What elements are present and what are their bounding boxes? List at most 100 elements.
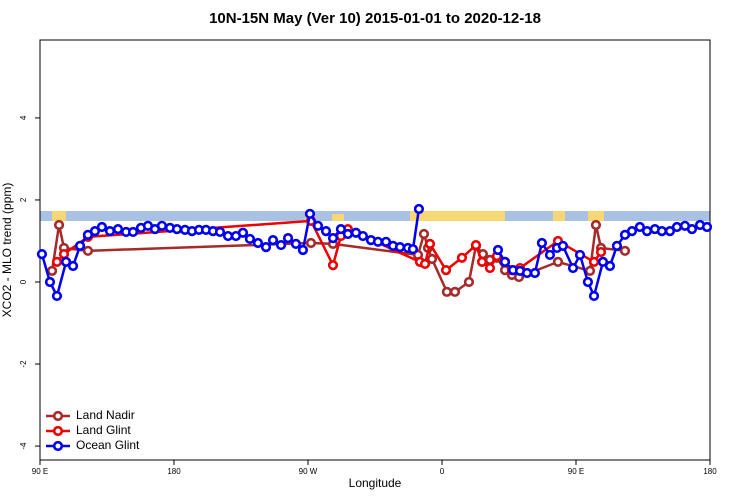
- data-point: [426, 253, 438, 265]
- chart-title: 10N-15N May (Ver 10) 2015-01-01 to 2020-…: [209, 10, 541, 27]
- data-point: [60, 256, 72, 267]
- data-point: [552, 256, 564, 267]
- data-point: [327, 233, 339, 244]
- data-point: [407, 244, 419, 255]
- data-point: [476, 256, 488, 267]
- y-tick-label: 4: [19, 115, 28, 120]
- data-point: [595, 246, 607, 258]
- data-point: [419, 258, 431, 270]
- data-point: [290, 238, 302, 249]
- data-point: [619, 245, 631, 256]
- y-tick-label: -4: [19, 442, 28, 450]
- data-point: [590, 219, 602, 231]
- x-tick-label: 180: [167, 467, 181, 476]
- data-point: [305, 237, 317, 249]
- data-point: [626, 226, 638, 237]
- data-point: [36, 249, 48, 260]
- data-point: [470, 239, 482, 251]
- data-point: [44, 276, 56, 288]
- data-point: [320, 226, 332, 237]
- data-point: [46, 265, 58, 277]
- data-point: [214, 226, 226, 238]
- data-point: [171, 223, 183, 235]
- data-point: [440, 264, 452, 276]
- data-point: [529, 267, 541, 279]
- data-point: [244, 233, 256, 245]
- x-tick-label: 90 E: [568, 467, 584, 476]
- data-point: [96, 221, 108, 233]
- data-point: [127, 226, 139, 238]
- data-point: [418, 228, 430, 240]
- data-point: [335, 223, 347, 235]
- data-point: [521, 267, 533, 279]
- data-point: [58, 249, 70, 260]
- data-point: [424, 238, 436, 249]
- data-point: [686, 223, 698, 235]
- data-point: [304, 208, 316, 220]
- data-point: [604, 260, 616, 272]
- data-point: [641, 226, 653, 237]
- legend-label: Ocean Glint: [76, 438, 140, 452]
- data-point: [484, 262, 496, 274]
- y-tick-label: -2: [19, 360, 28, 368]
- data-point: [499, 256, 511, 267]
- legend-label: Land Nadir: [76, 408, 135, 422]
- legend-marker: [52, 410, 64, 422]
- data-point: [588, 290, 600, 302]
- data-point: [312, 220, 324, 231]
- data-point: [567, 262, 579, 274]
- data-point: [342, 228, 354, 240]
- data-point: [544, 249, 556, 261]
- x-tick-label: 180: [703, 467, 717, 476]
- data-point: [557, 240, 568, 251]
- data-point: [582, 276, 594, 288]
- data-point: [297, 244, 309, 256]
- data-point: [449, 286, 461, 297]
- data-point: [275, 239, 287, 251]
- data-point: [51, 290, 63, 302]
- data-point: [492, 244, 504, 256]
- legend-label: Land Glint: [76, 423, 131, 437]
- data-point: [67, 260, 79, 272]
- data-point: [156, 220, 168, 231]
- data-point: [82, 245, 94, 256]
- surface-strip: [40, 211, 710, 221]
- x-tick-label: 90 E: [32, 467, 48, 476]
- data-point: [413, 203, 425, 215]
- data-point: [536, 237, 548, 249]
- series: [36, 203, 713, 302]
- data-point: [327, 260, 339, 271]
- data-point: [51, 256, 63, 267]
- data-point: [260, 242, 272, 253]
- data-point: [282, 233, 294, 244]
- data-point: [357, 230, 369, 242]
- data-point: [222, 230, 234, 242]
- data-point: [89, 226, 101, 237]
- y-tick-label: 0: [19, 279, 28, 284]
- data-point: [267, 235, 279, 246]
- series-line: [40, 208, 421, 300]
- data-point: [611, 240, 623, 251]
- x-tick-label: 90 W: [299, 467, 318, 476]
- data-point: [701, 221, 713, 233]
- data-point: [372, 236, 384, 247]
- data-point: [597, 256, 609, 267]
- data-point: [584, 265, 596, 277]
- legend-marker: [52, 440, 64, 452]
- data-point: [656, 226, 668, 237]
- data-point: [252, 237, 264, 249]
- data-point: [394, 242, 406, 253]
- y-axis-label: XCO2 - MLO trend (ppm): [0, 183, 14, 318]
- data-point: [53, 219, 65, 231]
- data-point: [634, 221, 645, 233]
- data-point: [588, 256, 600, 267]
- x-axis-label: Longitude: [349, 476, 402, 490]
- y-tick-label: 2: [19, 197, 28, 202]
- data-point: [456, 252, 468, 263]
- data-point: [671, 221, 683, 233]
- data-point: [574, 249, 586, 261]
- data-point: [74, 240, 86, 251]
- data-point: [104, 226, 116, 237]
